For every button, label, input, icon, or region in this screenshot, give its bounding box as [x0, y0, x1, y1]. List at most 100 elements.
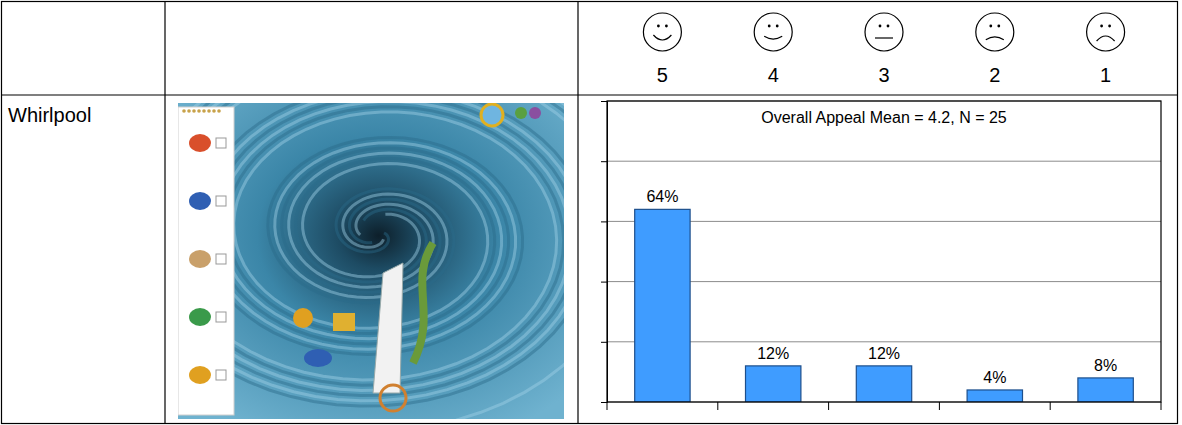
notebook-ring — [207, 109, 211, 113]
menu-button — [529, 107, 541, 119]
item-icon — [189, 308, 211, 326]
game-screenshot — [178, 103, 564, 419]
table-rule — [577, 2, 578, 424]
face-mouth — [1097, 36, 1115, 41]
y-tick — [601, 282, 607, 283]
y-tick-mark — [601, 161, 607, 162]
face-outline — [976, 13, 1014, 51]
category-separator — [607, 402, 608, 410]
bars — [635, 209, 1134, 402]
notebook-ring — [202, 109, 206, 113]
category-label: 2 — [989, 64, 1000, 86]
rating-face — [865, 13, 903, 51]
swirl-stroke — [178, 103, 564, 419]
notebook-ring — [187, 109, 191, 113]
y-tick — [601, 161, 607, 162]
floating-item — [293, 308, 313, 328]
y-tick — [601, 402, 607, 403]
face-mouth — [875, 37, 893, 38]
category-label: 1 — [1100, 64, 1111, 86]
notebook-ring — [182, 109, 186, 113]
y-tick-mark — [601, 342, 607, 343]
y-axis-line — [601, 102, 608, 403]
face-mouth — [764, 36, 782, 39]
y-tick-mark — [601, 282, 607, 283]
face-eye — [997, 25, 1000, 28]
table-rule — [164, 2, 165, 424]
item-checkbox — [216, 370, 226, 380]
table-border — [2, 2, 1178, 424]
y-tick — [601, 342, 607, 343]
bar — [967, 390, 1022, 402]
item-checkbox — [216, 312, 226, 322]
table-frame — [2, 2, 1178, 424]
bar — [1078, 378, 1133, 402]
item-icon — [189, 366, 211, 384]
notebook-ring — [212, 109, 216, 113]
face-outline — [865, 13, 903, 51]
data-label: 8% — [1094, 357, 1117, 374]
rating-face — [1087, 13, 1125, 51]
item-checkbox — [216, 196, 226, 206]
table-rule — [2, 94, 1178, 95]
seaweed — [413, 243, 433, 363]
category-label: 5 — [657, 64, 668, 86]
row-label: Whirlpool — [8, 104, 91, 126]
item-icon — [189, 134, 211, 152]
tube — [373, 263, 403, 393]
bar — [746, 366, 801, 402]
plot-frame — [607, 101, 1161, 402]
bar — [856, 366, 911, 402]
face-eye — [989, 25, 992, 28]
y-tick-mark — [601, 402, 607, 403]
grid-line — [607, 161, 1161, 162]
data-label: 12% — [868, 345, 900, 362]
category-separator — [1161, 402, 1162, 410]
category-label: 3 — [878, 64, 889, 86]
item-icon — [189, 192, 211, 210]
y-tick-mark — [601, 221, 607, 222]
y-tick — [601, 221, 607, 222]
y-tick-mark — [601, 101, 607, 102]
face-eye — [776, 25, 779, 28]
face-eye — [879, 25, 882, 28]
y-axis — [601, 102, 608, 403]
data-label: 4% — [983, 369, 1006, 386]
category-separator — [1050, 402, 1051, 410]
y-tick — [601, 101, 607, 102]
rating-face — [976, 13, 1014, 51]
face-eye — [665, 25, 668, 28]
floating-item — [380, 385, 406, 411]
category-separator — [939, 402, 940, 410]
rating-face — [754, 13, 792, 51]
face-mouth — [653, 35, 671, 40]
face-eye — [657, 25, 660, 28]
notebook-ring — [197, 109, 201, 113]
data-labels: 64% 12% 12% 4% 8% — [646, 188, 1117, 386]
floating-item — [304, 349, 332, 367]
notebook-ring — [192, 109, 196, 113]
item-checkbox — [216, 138, 226, 148]
face-eye — [768, 25, 771, 28]
face-mouth — [986, 37, 1004, 40]
bar — [635, 209, 690, 402]
item-checkbox — [216, 254, 226, 264]
face-outline — [1087, 13, 1125, 51]
item-icon — [189, 250, 211, 268]
data-label: 64% — [646, 188, 678, 205]
category-separator — [828, 402, 829, 410]
chart-title: Overall Appeal Mean = 4.2, N = 25 — [761, 109, 1007, 126]
face-eye — [887, 25, 890, 28]
notebook-ring — [217, 109, 221, 113]
compass — [481, 104, 503, 126]
category-separator — [717, 402, 718, 410]
category-label: 4 — [768, 64, 779, 86]
notebook — [178, 107, 234, 415]
face-eye — [1108, 25, 1111, 28]
data-label: 12% — [757, 345, 789, 362]
rating-face — [643, 13, 681, 51]
grid — [607, 101, 1161, 402]
x-axis — [607, 402, 1161, 410]
face-outline — [643, 13, 681, 51]
face-outline — [754, 13, 792, 51]
